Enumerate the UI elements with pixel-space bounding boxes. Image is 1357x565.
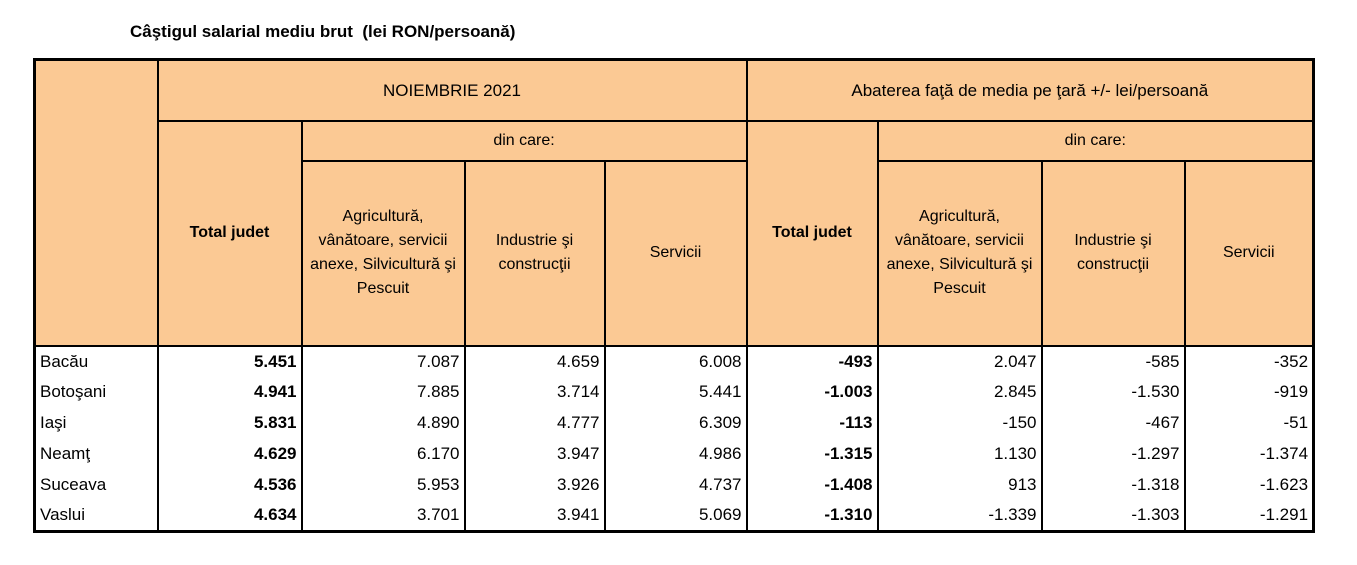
deviation-total-judet: -1.003 (745, 376, 879, 408)
value-agriculture: 7.885 (300, 376, 466, 408)
deviation-services: -919 (1183, 376, 1315, 408)
value-total-judet: 5.451 (156, 345, 303, 377)
table-row-iasi: Iaşi 5.831 4.890 4.777 6.309 -113 -150 -… (33, 407, 1315, 439)
salary-table: NOIEMBRIE 2021 Abaterea faţă de media pe… (33, 58, 1316, 533)
value-total-judet: 4.536 (156, 469, 303, 501)
group-header-abaterea: Abaterea faţă de media pe ţară +/- lei/p… (745, 58, 1315, 122)
value-industry: 3.941 (463, 500, 606, 532)
column-header-total-judet-1: Total judet (156, 119, 303, 347)
deviation-industry: -1.303 (1040, 500, 1186, 532)
value-agriculture: 6.170 (300, 438, 466, 470)
column-header-services-2: Servicii (1183, 159, 1315, 347)
table-row-vaslui: Vaslui 4.634 3.701 3.941 5.069 -1.310 -1… (33, 500, 1315, 532)
value-total-judet: 4.629 (156, 438, 303, 470)
value-services: 5.441 (603, 376, 748, 408)
column-header-agriculture-2: Agricultură, vânătoare, servicii anexe, … (876, 159, 1043, 347)
header-row-groups: NOIEMBRIE 2021 Abaterea faţă de media pe… (33, 58, 1315, 347)
county-name: Botoşani (33, 376, 159, 408)
deviation-agriculture: -150 (876, 407, 1043, 439)
county-name: Suceava (33, 469, 159, 501)
deviation-services: -352 (1183, 345, 1315, 377)
value-services: 4.737 (603, 469, 748, 501)
table-row-suceava: Suceava 4.536 5.953 3.926 4.737 -1.408 9… (33, 469, 1315, 501)
deviation-agriculture: 2.845 (876, 376, 1043, 408)
table-row-bacau: Bacău 5.451 7.087 4.659 6.008 -493 2.047… (33, 345, 1315, 377)
deviation-agriculture: 913 (876, 469, 1043, 501)
column-header-agriculture-1: Agricultură, vânătoare, servicii anexe, … (300, 159, 466, 347)
deviation-total-judet: -1.408 (745, 469, 879, 501)
county-name: Neamţ (33, 438, 159, 470)
deviation-industry: -1.530 (1040, 376, 1186, 408)
deviation-total-judet: -113 (745, 407, 879, 439)
value-industry: 3.947 (463, 438, 606, 470)
corner-cell (33, 58, 159, 347)
value-agriculture: 4.890 (300, 407, 466, 439)
deviation-agriculture: 1.130 (876, 438, 1043, 470)
deviation-industry: -585 (1040, 345, 1186, 377)
subheader-din-care-2: din care: (876, 119, 1315, 162)
deviation-industry: -1.318 (1040, 469, 1186, 501)
deviation-services: -1.291 (1183, 500, 1315, 532)
header-row-dincare: Total judet din care: Total judet din ca… (35, 119, 1315, 347)
column-header-industry-2: Industrie şi construcţii (1040, 159, 1186, 347)
county-name: Bacău (33, 345, 159, 377)
value-total-judet: 5.831 (156, 407, 303, 439)
value-services: 4.986 (603, 438, 748, 470)
deviation-total-judet: -493 (745, 345, 879, 377)
deviation-industry: -467 (1040, 407, 1186, 439)
header-row-categories: Agricultură, vânătoare, servicii anexe, … (35, 159, 1315, 347)
deviation-industry: -1.297 (1040, 438, 1186, 470)
group-header-noiembrie: NOIEMBRIE 2021 (156, 58, 748, 122)
value-total-judet: 4.634 (156, 500, 303, 532)
column-header-industry-1: Industrie şi construcţii (463, 159, 606, 347)
deviation-services: -1.374 (1183, 438, 1315, 470)
table-row-neamt: Neamţ 4.629 6.170 3.947 4.986 -1.315 1.1… (33, 438, 1315, 470)
table-row-botosani: Botoşani 4.941 7.885 3.714 5.441 -1.003 … (33, 376, 1315, 408)
column-header-services-1: Servicii (603, 159, 748, 347)
value-services: 5.069 (603, 500, 748, 532)
value-industry: 4.659 (463, 345, 606, 377)
value-total-judet: 4.941 (156, 376, 303, 408)
county-name: Iaşi (33, 407, 159, 439)
value-agriculture: 7.087 (300, 345, 466, 377)
value-industry: 4.777 (463, 407, 606, 439)
value-services: 6.309 (603, 407, 748, 439)
value-services: 6.008 (603, 345, 748, 377)
deviation-services: -51 (1183, 407, 1315, 439)
deviation-agriculture: -1.339 (876, 500, 1043, 532)
subheader-din-care-1: din care: (300, 119, 748, 162)
page-title: Câştigul salarial mediu brut (lei RON/pe… (130, 22, 516, 41)
value-agriculture: 5.953 (300, 469, 466, 501)
value-industry: 3.926 (463, 469, 606, 501)
column-header-total-judet-2: Total judet (745, 119, 879, 347)
value-agriculture: 3.701 (300, 500, 466, 532)
county-name: Vaslui (33, 500, 159, 532)
deviation-total-judet: -1.310 (745, 500, 879, 532)
deviation-agriculture: 2.047 (876, 345, 1043, 377)
value-industry: 3.714 (463, 376, 606, 408)
deviation-services: -1.623 (1183, 469, 1315, 501)
deviation-total-judet: -1.315 (745, 438, 879, 470)
